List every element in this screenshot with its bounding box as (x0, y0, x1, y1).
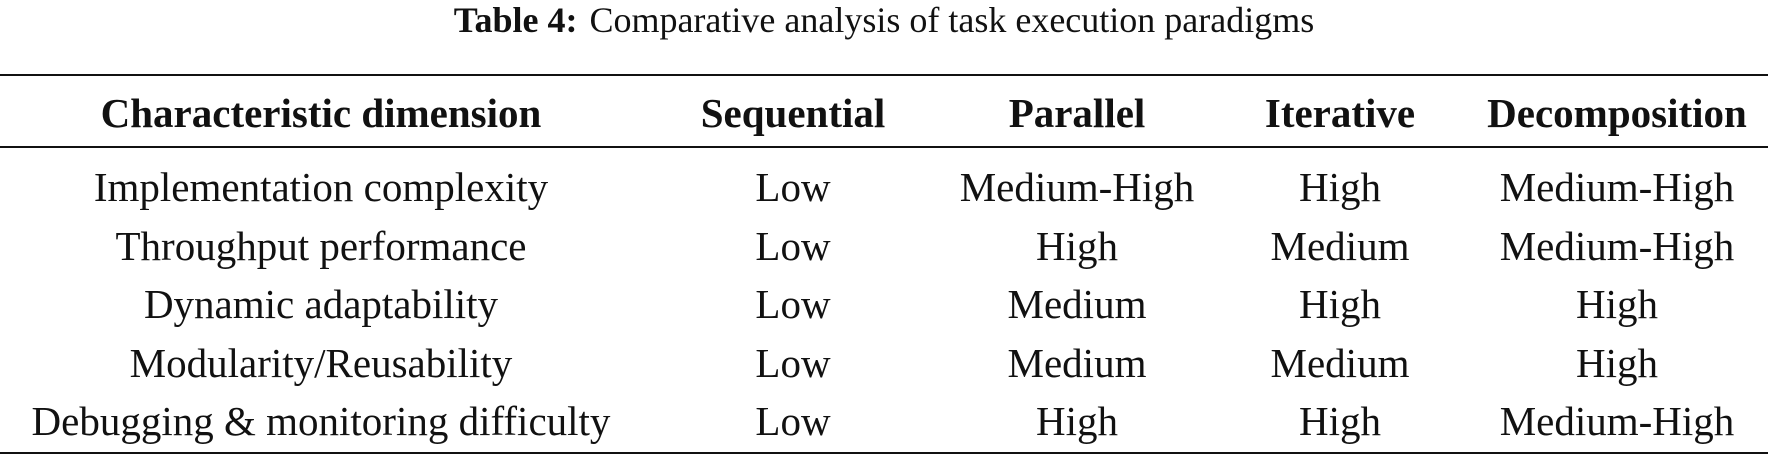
table-cell: Medium (1007, 281, 1147, 327)
caption-text: Comparative analysis of task execution p… (589, 0, 1315, 40)
table-cell: High (1576, 281, 1658, 327)
header-cell: Sequential (700, 90, 886, 136)
table-cell: Medium-High (1499, 164, 1735, 210)
table-cell: Low (755, 398, 831, 444)
table-cell: Low (755, 164, 831, 210)
table-cell: High (1036, 398, 1118, 444)
table-cell: Dynamic adaptability (143, 281, 499, 327)
table-cell: Medium (1270, 339, 1410, 386)
table-cell: Modularity/Reusability (129, 339, 513, 386)
header-cell: Decomposition (1487, 90, 1747, 136)
bottom-rule (0, 452, 1768, 454)
table-cell: Medium-High (1499, 398, 1735, 444)
table-cell: Implementation complexity (93, 164, 549, 210)
table-cell: Throughput performance (115, 222, 527, 269)
table-cell: Medium-High (959, 164, 1195, 210)
table-cell: Low (755, 222, 831, 269)
table-cell: Medium-High (1499, 222, 1735, 269)
caption-label: Table 4: (453, 0, 578, 40)
header-cell: Iterative (1264, 90, 1416, 136)
table-cell: Medium (1007, 339, 1147, 386)
table-cell: Debugging & monitoring difficulty (31, 398, 611, 444)
table-cell: High (1299, 281, 1381, 327)
header-cell: Parallel (1008, 90, 1146, 136)
table-cell: Low (755, 339, 831, 386)
table-cell: High (1576, 339, 1658, 386)
table-cell: Medium (1270, 222, 1410, 269)
mid-rule (0, 146, 1768, 148)
table-cell: High (1036, 222, 1118, 269)
table-cell: High (1299, 164, 1381, 210)
top-rule (0, 74, 1768, 76)
header-cell: Characteristic dimension (100, 90, 542, 136)
table-cell: High (1299, 398, 1381, 444)
table-cell: Low (755, 281, 831, 327)
caption: Table 4: Comparative analysis of task exe… (0, 0, 1768, 40)
